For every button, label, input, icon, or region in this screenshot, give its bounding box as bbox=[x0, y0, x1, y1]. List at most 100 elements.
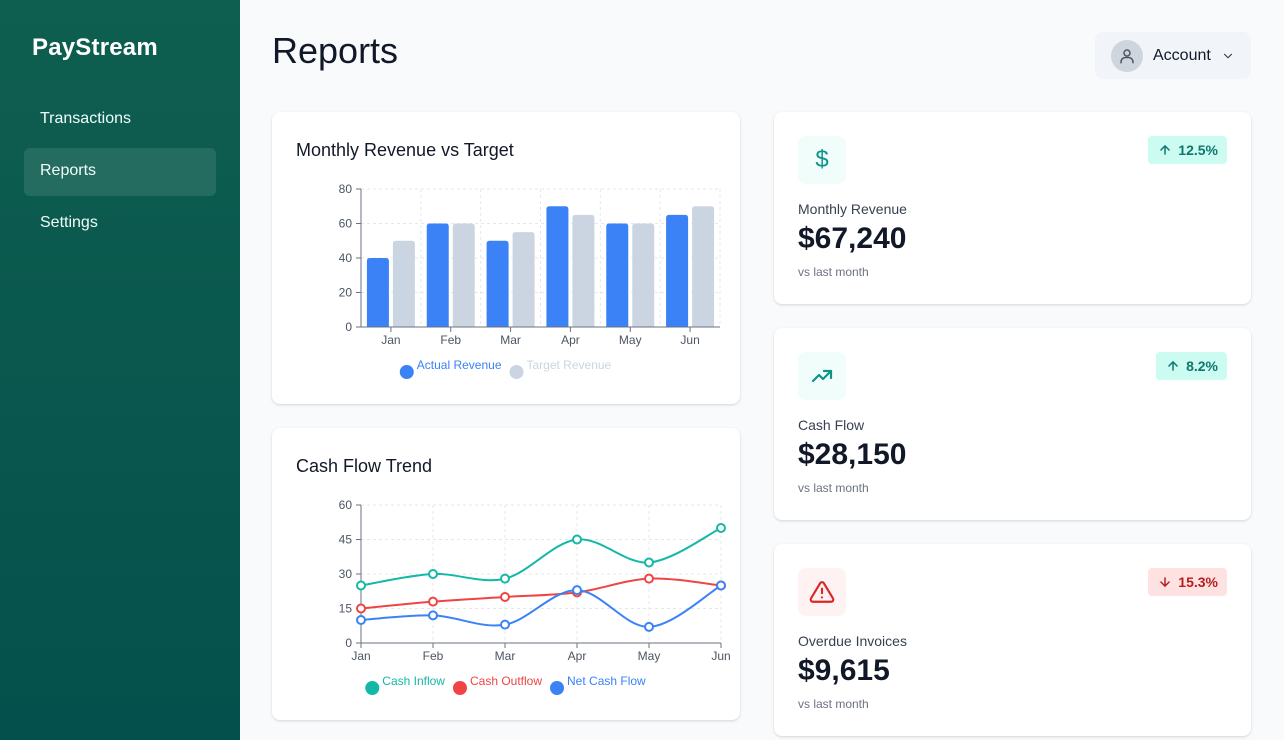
y-tick-label: 15 bbox=[339, 602, 353, 616]
chart-title: Monthly Revenue vs Target bbox=[296, 140, 514, 160]
legend-label: Cash Outflow bbox=[470, 674, 542, 688]
user-icon bbox=[1120, 48, 1134, 63]
x-tick-label: Apr bbox=[568, 649, 587, 663]
data-point bbox=[500, 592, 510, 602]
legend-swatch bbox=[550, 681, 565, 695]
stat-value: $28,150 bbox=[798, 438, 907, 471]
series-line bbox=[360, 584, 722, 628]
stat-label: Monthly Revenue bbox=[798, 201, 907, 217]
change-badge: 15.3% bbox=[1148, 568, 1227, 596]
data-point bbox=[716, 523, 726, 533]
bar bbox=[546, 206, 569, 327]
sidebar-item-settings[interactable]: Settings bbox=[40, 214, 98, 231]
stat-card-cash-flow: 8.2% Cash Flow $28,150 vs last month bbox=[774, 328, 1251, 520]
x-tick-label: Jun bbox=[711, 649, 730, 663]
stat-value: $9,615 bbox=[798, 654, 890, 687]
legend-swatch bbox=[452, 681, 467, 695]
data-point bbox=[572, 534, 582, 545]
y-tick-label: 80 bbox=[339, 182, 353, 196]
legend-label: Target Revenue bbox=[527, 358, 612, 372]
arrow-down-icon bbox=[1160, 577, 1171, 587]
cashflow-chart-card: Cash Flow Trend 0 15 30 45 60 Jan Feb Mar Apr May… bbox=[272, 428, 740, 720]
legend-label: Actual Revenue bbox=[417, 358, 502, 372]
bar bbox=[632, 223, 655, 327]
data-point bbox=[644, 621, 654, 632]
account-label: Account bbox=[1153, 46, 1211, 64]
change-value: 12.5% bbox=[1178, 142, 1218, 158]
stat-card-monthly-revenue: $ 12.5% Monthly Revenue $67,240 vs last … bbox=[774, 112, 1251, 304]
change-badge: 12.5% bbox=[1148, 136, 1227, 164]
arrow-up-icon bbox=[1168, 361, 1178, 371]
arrow-up-icon bbox=[1160, 145, 1171, 155]
data-point bbox=[356, 615, 366, 625]
page-title: Reports bbox=[272, 30, 399, 71]
y-tick-label: 45 bbox=[339, 533, 353, 547]
y-tick-label: 0 bbox=[345, 320, 352, 334]
stat-label: Cash Flow bbox=[798, 417, 865, 433]
revenue-chart-card: Monthly Revenue vs Target 0 20 40 60 80 Jan Fe… bbox=[272, 112, 740, 404]
sidebar-item-reports[interactable]: Reports bbox=[24, 148, 216, 196]
stat-icon-box bbox=[798, 568, 846, 616]
x-tick-label: Feb bbox=[440, 333, 461, 347]
x-tick-label: Jan bbox=[381, 333, 400, 347]
data-point bbox=[644, 573, 654, 584]
sidebar-item-transactions[interactable]: Transactions bbox=[40, 110, 131, 127]
stat-subtext: vs last month bbox=[798, 697, 869, 711]
legend-swatch bbox=[365, 681, 380, 695]
legend-label: Cash Inflow bbox=[382, 674, 445, 688]
chevron-down-icon bbox=[1221, 49, 1235, 63]
sidebar-nav: Transactions Reports Settings bbox=[24, 96, 216, 252]
change-badge: 8.2% bbox=[1156, 352, 1227, 380]
y-tick-label: 20 bbox=[339, 286, 353, 300]
x-tick-label: Feb bbox=[423, 649, 444, 663]
chart-legend: Actual Revenue Target Revenue bbox=[399, 358, 612, 379]
data-point bbox=[428, 610, 438, 621]
chart-title: Cash Flow Trend bbox=[296, 456, 433, 476]
bar bbox=[452, 223, 475, 327]
revenue-bar-chart: 0 20 40 60 80 Jan Feb Mar Apr May Jun Actual Revenu… bbox=[339, 182, 721, 379]
x-tick-label: Mar bbox=[500, 333, 521, 347]
stat-icon-box bbox=[798, 352, 846, 400]
x-tick-label: May bbox=[619, 333, 642, 347]
stat-card-overdue-invoices: 15.3% Overdue Invoices $9,615 vs last mo… bbox=[774, 544, 1251, 736]
y-tick-label: 0 bbox=[345, 636, 352, 650]
stat-subtext: vs last month bbox=[798, 481, 869, 495]
data-point bbox=[356, 580, 366, 591]
series-line bbox=[360, 527, 722, 587]
avatar bbox=[1111, 39, 1143, 72]
bar bbox=[486, 240, 509, 327]
x-tick-label: Jun bbox=[680, 333, 699, 347]
data-point bbox=[572, 585, 582, 596]
sidebar: PayStream Transactions Reports Settings bbox=[0, 0, 240, 740]
data-point bbox=[644, 557, 654, 568]
x-tick-label: Jan bbox=[351, 649, 370, 663]
bar bbox=[426, 223, 449, 327]
change-value: 8.2% bbox=[1186, 358, 1218, 374]
x-tick-label: May bbox=[638, 649, 661, 663]
x-tick-label: Mar bbox=[495, 649, 516, 663]
data-point bbox=[500, 619, 510, 630]
account-menu-button[interactable]: Account bbox=[1095, 32, 1251, 79]
data-point bbox=[428, 569, 438, 579]
legend-label: Net Cash Flow bbox=[567, 674, 646, 688]
bar bbox=[512, 232, 535, 327]
dollar-icon: $ bbox=[815, 146, 829, 173]
x-tick-label: Apr bbox=[561, 333, 580, 347]
data-point bbox=[356, 603, 366, 614]
y-tick-label: 30 bbox=[339, 567, 353, 581]
y-tick-label: 40 bbox=[339, 251, 353, 265]
bar bbox=[392, 240, 415, 327]
y-tick-label: 60 bbox=[339, 217, 353, 231]
brand-logo: PayStream bbox=[32, 34, 158, 61]
series-line bbox=[360, 577, 722, 610]
bar bbox=[692, 206, 715, 327]
stat-value: $67,240 bbox=[798, 222, 907, 255]
stat-icon-box: $ bbox=[798, 136, 846, 184]
bar bbox=[572, 214, 595, 327]
data-point bbox=[500, 573, 510, 584]
data-point bbox=[428, 596, 438, 607]
trending-up-icon bbox=[811, 369, 833, 383]
change-value: 15.3% bbox=[1178, 574, 1218, 590]
stat-label: Overdue Invoices bbox=[798, 633, 907, 649]
